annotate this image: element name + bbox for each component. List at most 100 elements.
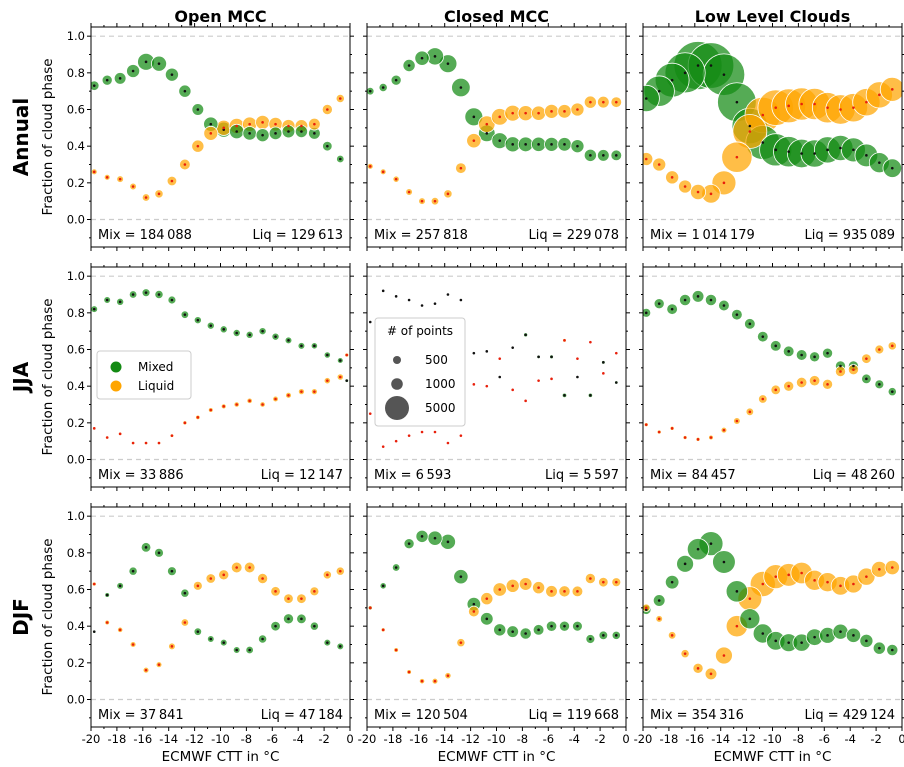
- center-dot-mixed-jja-closed-mcc: [563, 394, 566, 397]
- center-dot-liquid-djf-closed-mcc: [472, 610, 476, 613]
- center-dot-mixed-jja-closed-mcc: [524, 333, 527, 337]
- center-dot-mixed-djf-open-mcc: [183, 591, 187, 595]
- center-dot-mixed-djf-closed-mcc: [407, 542, 411, 545]
- center-dot-mixed-jja-closed-mcc: [537, 355, 540, 359]
- x-tick-label-djf-low-level-clouds: -6: [819, 732, 830, 746]
- size-legend-marker-500: [393, 356, 401, 364]
- center-dot-mixed-djf-open-mcc: [118, 584, 122, 588]
- center-dot-mixed-annual-closed-mcc: [602, 154, 605, 157]
- center-dot-liquid-annual-closed-mcc: [459, 166, 463, 170]
- mix-count-jja-low-level-clouds: Mix = 84 457: [650, 468, 736, 483]
- center-dot-mixed-djf-open-mcc: [274, 624, 277, 628]
- center-dot-mixed-annual-open-mcc: [222, 128, 226, 131]
- center-dot-mixed-jja-low-level-clouds: [839, 364, 842, 368]
- center-dot-mixed-djf-closed-mcc: [459, 575, 463, 578]
- y-tick-label-djf-open-mcc: 1.0: [67, 509, 85, 523]
- center-dot-liquid-djf-low-level-clouds: [878, 568, 881, 571]
- center-dot-liquid-djf-closed-mcc: [420, 679, 424, 683]
- center-dot-mixed-jja-open-mcc: [274, 335, 277, 338]
- center-dot-liquid-djf-low-level-clouds: [800, 571, 803, 575]
- center-dot-liquid-jja-closed-mcc: [563, 339, 566, 342]
- center-dot-liquid-jja-open-mcc: [196, 416, 200, 419]
- x-tick-label-djf-open-mcc: -18: [108, 732, 127, 746]
- y-tick-label-jja-open-mcc: 1.0: [67, 269, 85, 283]
- center-dot-mixed-annual-open-mcc: [118, 77, 122, 80]
- center-dot-liquid-djf-low-level-clouds: [670, 634, 674, 637]
- center-dot-mixed-annual-open-mcc: [248, 132, 251, 135]
- center-dot-mixed-jja-closed-mcc: [472, 351, 476, 355]
- center-dot-mixed-djf-low-level-clouds: [878, 646, 881, 650]
- center-dot-mixed-djf-open-mcc: [338, 645, 342, 648]
- center-dot-mixed-djf-open-mcc: [313, 624, 316, 628]
- center-dot-mixed-annual-closed-mcc: [537, 143, 540, 146]
- center-dot-liquid-jja-open-mcc: [345, 353, 349, 357]
- x-tick-label-djf-open-mcc: -12: [185, 732, 204, 746]
- x-tick-label-djf-closed-mcc: -4: [568, 732, 579, 746]
- center-dot-liquid-annual-low-level-clouds: [761, 113, 765, 117]
- center-dot-liquid-djf-closed-mcc: [524, 582, 527, 586]
- y-tick-label-djf-open-mcc: 0.0: [67, 693, 85, 707]
- center-dot-liquid-jja-low-level-clouds: [735, 419, 739, 423]
- center-dot-liquid-djf-closed-mcc: [459, 641, 463, 644]
- center-dot-mixed-jja-closed-mcc: [381, 289, 385, 293]
- markers-annual-low-level-clouds: [643, 41, 902, 204]
- center-dot-liquid-djf-low-level-clouds: [735, 624, 739, 628]
- center-dot-liquid-jja-closed-mcc: [485, 384, 489, 388]
- y-tick-label-jja-open-mcc: 0.4: [67, 379, 85, 393]
- center-dot-liquid-jja-low-level-clouds: [774, 388, 778, 392]
- center-dot-mixed-djf-open-mcc: [235, 648, 238, 652]
- legend-marker-liquid: [110, 380, 122, 392]
- center-dot-liquid-djf-low-level-clouds: [865, 575, 868, 578]
- center-dot-mixed-djf-closed-mcc: [472, 602, 476, 606]
- center-dot-mixed-jja-closed-mcc: [446, 293, 450, 296]
- center-dot-mixed-annual-open-mcc: [300, 130, 303, 133]
- center-dot-mixed-jja-open-mcc: [131, 293, 135, 296]
- center-dot-liquid-jja-open-mcc: [183, 421, 187, 425]
- center-dot-mixed-jja-open-mcc: [326, 353, 329, 357]
- center-dot-mixed-djf-open-mcc: [248, 648, 251, 652]
- x-tick-label-djf-open-mcc: -16: [133, 732, 152, 746]
- center-dot-mixed-jja-closed-mcc: [511, 346, 514, 349]
- center-dot-liquid-annual-closed-mcc: [614, 100, 618, 104]
- center-dot-mixed-djf-open-mcc: [261, 637, 264, 641]
- size-legend-label-500: 500: [425, 353, 448, 367]
- center-dot-mixed-annual-open-mcc: [261, 133, 264, 137]
- markers-djf-open-mcc: [91, 542, 345, 674]
- center-dot-liquid-djf-closed-mcc: [563, 590, 566, 593]
- center-dot-liquid-jja-closed-mcc: [381, 445, 385, 448]
- center-dot-liquid-annual-open-mcc: [209, 132, 213, 135]
- center-dot-mixed-jja-open-mcc: [235, 331, 238, 335]
- center-dot-liquid-djf-closed-mcc: [446, 674, 450, 677]
- center-dot-mixed-jja-closed-mcc: [602, 361, 605, 364]
- center-dot-mixed-djf-closed-mcc: [381, 584, 385, 588]
- center-dot-mixed-annual-open-mcc: [196, 108, 200, 111]
- mix-count-djf-closed-mcc: Mix = 120 504: [374, 708, 468, 723]
- center-dot-mixed-djf-low-level-clouds: [683, 562, 687, 566]
- center-dot-mixed-djf-closed-mcc: [511, 630, 514, 633]
- legend-label-mixed: Mixed: [138, 360, 173, 374]
- center-dot-liquid-djf-open-mcc: [235, 566, 238, 569]
- x-tick-label-djf-open-mcc: -14: [159, 732, 178, 746]
- center-dot-liquid-djf-low-level-clouds: [683, 652, 687, 655]
- mix-count-annual-low-level-clouds: Mix = 1 014 179: [650, 228, 755, 243]
- x-tick-label-djf-low-level-clouds: -10: [763, 732, 782, 746]
- markers-djf-closed-mcc: [367, 529, 622, 685]
- center-dot-mixed-annual-closed-mcc: [459, 86, 463, 89]
- x-tick-label-djf-open-mcc: -8: [241, 732, 252, 746]
- center-dot-liquid-djf-closed-mcc: [602, 580, 605, 584]
- center-dot-mixed-jja-open-mcc: [345, 379, 349, 382]
- center-dot-mixed-djf-low-level-clouds: [839, 630, 842, 633]
- center-dot-liquid-djf-low-level-clouds: [657, 617, 661, 621]
- center-dot-liquid-djf-low-level-clouds: [852, 582, 855, 586]
- center-dot-mixed-annual-low-level-clouds: [852, 148, 855, 152]
- x-tick-label-djf-open-mcc: -6: [267, 732, 278, 746]
- center-dot-liquid-djf-open-mcc: [287, 597, 290, 600]
- size-legend-marker-1000: [391, 378, 403, 390]
- y-tick-label-annual-open-mcc: 0.8: [67, 66, 85, 80]
- row-title-jja: JJA: [9, 361, 33, 394]
- y-tick-label-jja-open-mcc: 0.8: [67, 306, 85, 320]
- center-dot-liquid-annual-closed-mcc: [550, 110, 553, 113]
- center-dot-liquid-djf-open-mcc: [274, 590, 277, 593]
- center-dot-mixed-djf-closed-mcc: [537, 628, 540, 632]
- center-dot-liquid-jja-open-mcc: [313, 390, 316, 393]
